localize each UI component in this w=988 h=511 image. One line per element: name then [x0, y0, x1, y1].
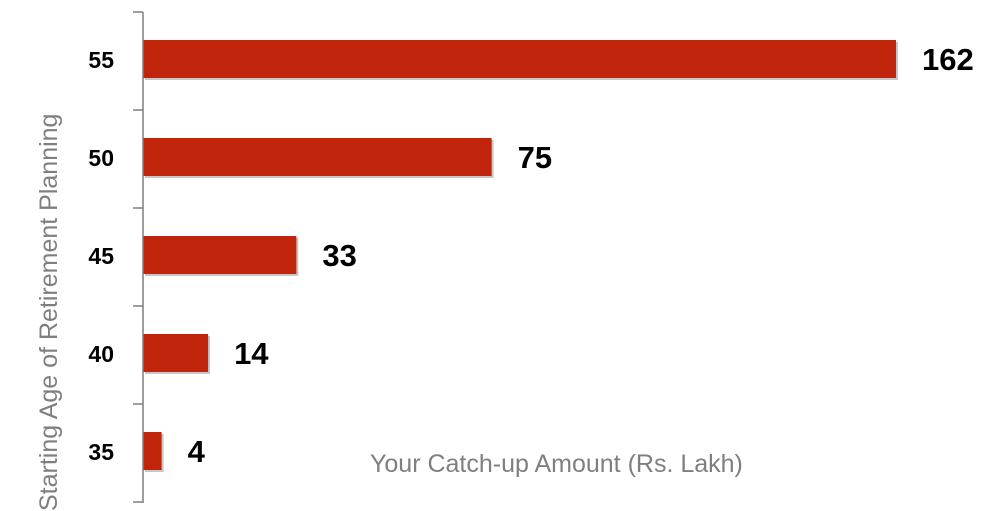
bar-age-35 [143, 432, 162, 470]
category-label: 35 [88, 439, 114, 465]
category-labels: 55 50 45 40 35 [88, 47, 114, 465]
data-label: 162 [922, 42, 974, 77]
data-labels: 162 75 33 14 4 [188, 42, 974, 469]
category-label: 40 [88, 341, 114, 367]
bars-group [143, 40, 898, 472]
bar-age-50 [143, 138, 492, 176]
y-axis-title: Starting Age of Retirement Planning [35, 113, 63, 511]
data-label: 4 [188, 434, 206, 469]
category-label: 45 [88, 243, 114, 269]
data-label: 75 [518, 140, 552, 175]
category-label: 55 [88, 47, 114, 73]
bar-age-40 [143, 334, 209, 372]
bar-age-45 [143, 236, 297, 274]
y-axis-ticks [133, 11, 143, 503]
data-label: 14 [234, 336, 269, 371]
data-label: 33 [322, 238, 356, 273]
bar-age-55 [143, 40, 896, 78]
category-label: 50 [88, 145, 114, 171]
x-axis-title: Your Catch-up Amount (Rs. Lakh) [370, 450, 743, 478]
